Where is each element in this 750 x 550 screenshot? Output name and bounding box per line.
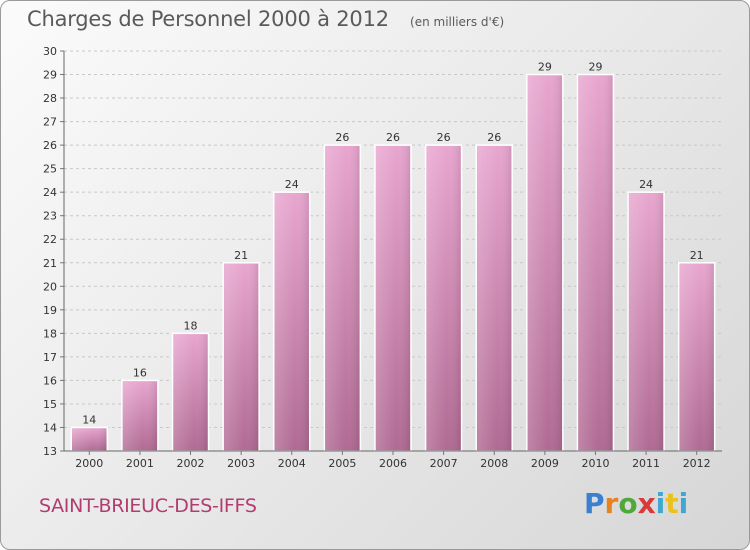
y-tick-label: 23 <box>43 210 57 223</box>
x-tick-label: 2010 <box>581 457 609 470</box>
logo-letter: i <box>678 487 689 520</box>
y-tick-label: 16 <box>43 374 57 387</box>
y-tick-label: 21 <box>43 257 57 270</box>
x-tick-label: 2005 <box>328 457 356 470</box>
data-label: 29 <box>538 61 552 74</box>
bar-shade <box>274 193 309 452</box>
bar-shade <box>527 75 562 451</box>
logo-letter: o <box>618 487 638 520</box>
y-tick-label: 30 <box>43 45 57 58</box>
data-label: 14 <box>82 413 96 426</box>
bar-shade <box>72 428 107 451</box>
data-label: 26 <box>386 131 400 144</box>
y-tick-label: 20 <box>43 280 57 293</box>
bar-shade <box>122 381 157 451</box>
data-label: 21 <box>234 249 248 262</box>
data-label: 26 <box>487 131 501 144</box>
y-tick-label: 27 <box>43 116 57 129</box>
axis-layer: 13 14 15 16 17 18 19 20 21 22 23 24 25 26 27 28 29 30 2000… <box>43 45 722 470</box>
bar-shade <box>173 334 208 451</box>
y-tick-label: 14 <box>43 421 57 434</box>
data-label: 21 <box>690 249 704 262</box>
x-tick-label: 2006 <box>379 457 407 470</box>
x-tick-label: 2004 <box>278 457 306 470</box>
commune-name: SAINT-BRIEUC-DES-IFFS <box>39 495 257 517</box>
bar-shade <box>578 75 613 451</box>
bars-layer: 14 16 18 21 24 26 26 26 26 29 29 24 21 <box>70 61 716 452</box>
logo-letter: r <box>604 487 619 520</box>
y-tick-label: 25 <box>43 163 57 176</box>
y-tick-label: 13 <box>43 445 57 458</box>
y-tick-label: 19 <box>43 304 57 317</box>
bar-shade <box>426 146 461 451</box>
y-tick-label: 22 <box>43 233 57 246</box>
y-tick-label: 15 <box>43 398 57 411</box>
y-tick-label: 26 <box>43 139 57 152</box>
x-tick-label: 2012 <box>683 457 711 470</box>
x-tick-label: 2002 <box>177 457 205 470</box>
y-tick-label: 28 <box>43 92 57 105</box>
chart-title: Charges de Personnel 2000 à 2012 <box>27 7 389 31</box>
data-label: 29 <box>588 61 602 74</box>
bar-shade <box>224 263 259 451</box>
bar-shade <box>679 263 714 451</box>
y-tick-label: 29 <box>43 69 57 82</box>
x-tick-label: 2000 <box>75 457 103 470</box>
data-label: 24 <box>285 178 299 191</box>
logo-letter: i <box>655 487 666 520</box>
chart-subtitle: (en milliers d'€) <box>410 15 505 29</box>
bar-shade <box>477 146 512 451</box>
x-tick-label: 2008 <box>480 457 508 470</box>
x-tick-label: 2009 <box>531 457 559 470</box>
y-tick-label: 17 <box>43 351 57 364</box>
logo-letter: P <box>584 487 605 520</box>
x-tick-label: 2003 <box>227 457 255 470</box>
proxiti-logo[interactable]: Proxiti <box>584 487 688 520</box>
y-tick-label: 24 <box>43 186 57 199</box>
x-tick-label: 2011 <box>632 457 660 470</box>
y-tick-label: 18 <box>43 327 57 340</box>
data-label: 18 <box>184 319 198 332</box>
data-label: 26 <box>437 131 451 144</box>
data-label: 16 <box>133 366 147 379</box>
bar-shade <box>325 146 360 451</box>
title-block: Charges de Personnel 2000 à 2012 (en mil… <box>27 7 504 31</box>
x-tick-label: 2007 <box>430 457 458 470</box>
logo-letter: t <box>665 487 679 520</box>
data-label: 26 <box>335 131 349 144</box>
bar-shade <box>629 193 664 452</box>
data-label: 24 <box>639 178 653 191</box>
bar-shade <box>376 146 410 451</box>
x-tick-label: 2001 <box>126 457 154 470</box>
logo-letter: x <box>637 487 656 520</box>
